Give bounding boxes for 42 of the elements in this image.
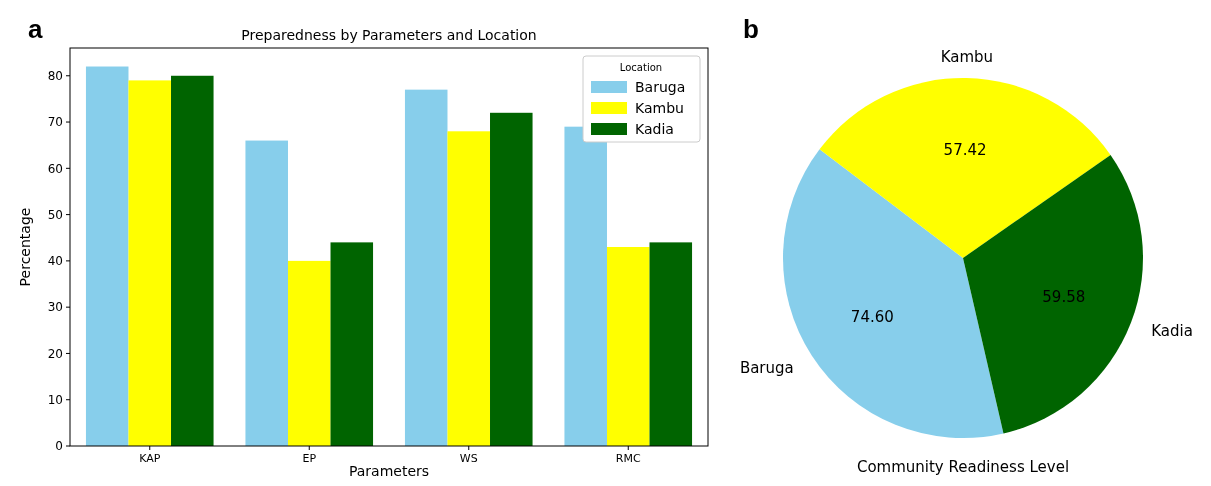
y-tick-label: 20 bbox=[47, 346, 63, 361]
chart-title: Preparedness by Parameters and Location bbox=[241, 27, 537, 43]
bar bbox=[447, 131, 491, 446]
bar bbox=[171, 75, 214, 446]
x-tick-label: RMC bbox=[615, 452, 641, 465]
slice-label: Baruga bbox=[739, 358, 794, 377]
y-tick-label: 70 bbox=[47, 115, 63, 130]
data-label: 57.42 bbox=[943, 141, 987, 160]
pie-slice bbox=[963, 154, 1143, 434]
data-label: 74.60 bbox=[850, 307, 894, 326]
text: b bbox=[743, 14, 759, 44]
pie-slice bbox=[819, 78, 1111, 258]
bar bbox=[330, 242, 374, 446]
slice-label: Kambu bbox=[940, 47, 994, 66]
text: Community Readiness Level bbox=[856, 458, 1070, 476]
bar bbox=[287, 260, 331, 446]
legend-label: Kadia bbox=[635, 120, 674, 137]
y-tick-label: 80 bbox=[47, 68, 63, 83]
text: a bbox=[28, 14, 43, 44]
bar bbox=[85, 66, 129, 446]
bar bbox=[649, 242, 693, 446]
y-axis-title: Percentage bbox=[17, 207, 33, 287]
bar bbox=[245, 140, 288, 446]
y-tick-label: 0 bbox=[55, 439, 63, 454]
x-tick-label: WS bbox=[459, 452, 478, 465]
y-tick-label: 40 bbox=[47, 254, 63, 269]
slice-label: Kadia bbox=[1151, 321, 1193, 340]
x-axis-title: Parameters bbox=[348, 463, 430, 479]
y-tick-label: 60 bbox=[47, 161, 63, 176]
bar bbox=[490, 112, 533, 446]
bar bbox=[404, 89, 448, 446]
y-tick-label: 30 bbox=[47, 300, 63, 315]
bar bbox=[128, 80, 172, 446]
legend-label: Baruga bbox=[635, 78, 686, 95]
y-tick-label: 10 bbox=[47, 392, 63, 407]
y-tick-label: 50 bbox=[47, 207, 63, 222]
x-tick-label: EP bbox=[302, 452, 317, 465]
data-label: 59.58 bbox=[1042, 288, 1086, 306]
legend-title: Location bbox=[619, 62, 663, 73]
bar bbox=[606, 247, 650, 446]
x-tick-label: KAP bbox=[139, 452, 161, 465]
legend-label: Kambu bbox=[635, 99, 684, 116]
